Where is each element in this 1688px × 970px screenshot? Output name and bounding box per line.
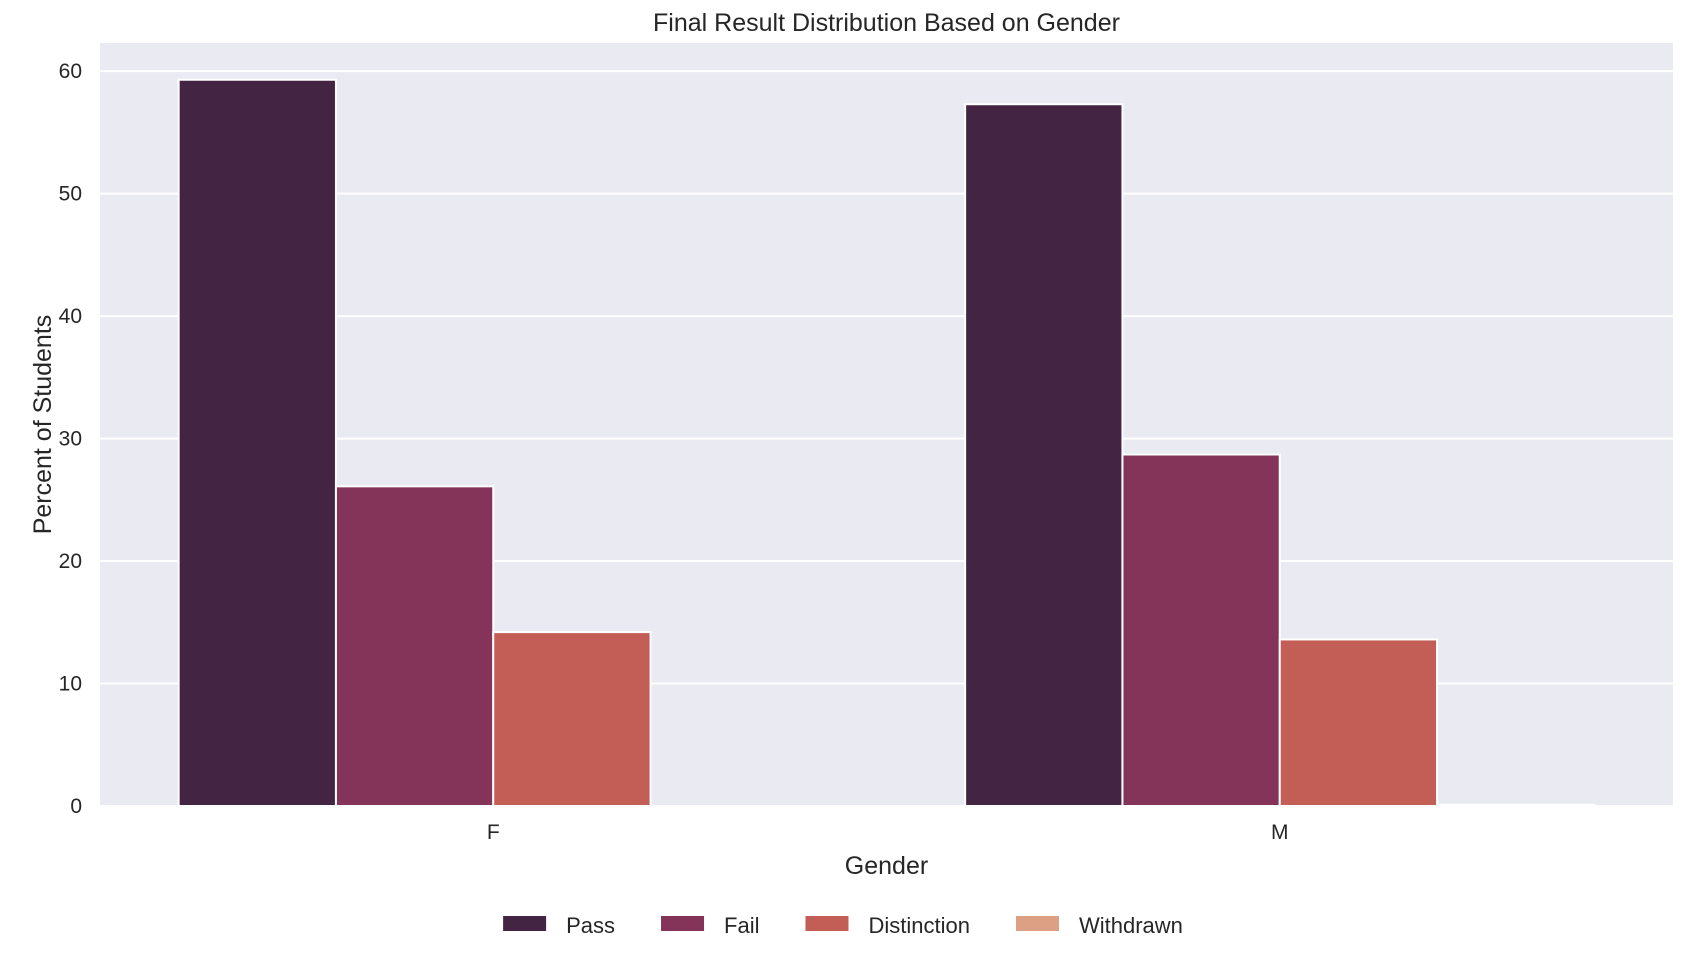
y-tick-label: 50 (59, 183, 82, 206)
x-tick-label: F (487, 821, 500, 844)
y-tick-label: 30 (59, 428, 82, 451)
y-tick-label: 20 (59, 550, 82, 573)
bar-pass-f (177, 78, 337, 807)
legend-swatch-distinction (805, 916, 849, 931)
bars (177, 78, 1596, 808)
legend-label-withdrawn: Withdrawn (1079, 913, 1183, 938)
legend-swatch-fail (661, 916, 705, 931)
legend-label-distinction: Distinction (868, 913, 969, 938)
bar-fail-m (1121, 453, 1281, 807)
bar-pass-m (964, 103, 1124, 807)
legend-label-fail: Fail (724, 913, 759, 938)
y-axis: 0 10 20 30 40 50 60 (59, 60, 82, 818)
bar-distinction-f (492, 631, 652, 808)
y-tick-label: 60 (59, 60, 82, 83)
x-tick-label: M (1271, 821, 1289, 844)
bar-fail-f (334, 485, 495, 807)
bar-withdrawn-m (1436, 803, 1596, 807)
legend: Pass Fail Distinction Withdrawn (503, 913, 1183, 938)
x-axis-label: Gender (845, 852, 928, 880)
y-tick-label: 40 (59, 305, 82, 328)
y-tick-label: 10 (59, 673, 82, 696)
legend-swatch-withdrawn (1015, 916, 1059, 931)
legend-label-pass: Pass (566, 913, 615, 938)
bar-distinction-m (1278, 638, 1439, 808)
chart-title: Final Result Distribution Based on Gende… (653, 9, 1120, 37)
y-tick-label: 0 (70, 795, 82, 818)
legend-swatch-pass (503, 916, 547, 931)
y-axis-label: Percent of Students (29, 315, 57, 535)
